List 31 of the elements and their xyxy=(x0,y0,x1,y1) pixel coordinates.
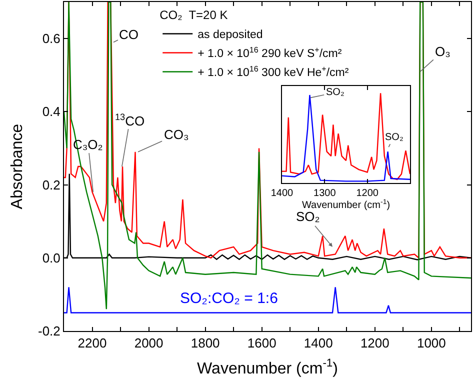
legend-title: CO₂ T=20 K xyxy=(160,8,228,22)
x-tick-label: 1200 xyxy=(356,188,379,199)
y-tick-label: 0.4 xyxy=(42,104,60,120)
annotation: $^{13}$CO xyxy=(115,112,145,128)
y-axis-title: Absorbance xyxy=(9,124,26,210)
annotation: SO₂ xyxy=(385,132,404,143)
annotation: CO₃ xyxy=(164,127,189,142)
annotation: SO₂ xyxy=(296,209,320,224)
x-tick-label: 2200 xyxy=(78,336,107,351)
x-tick-label: 1600 xyxy=(247,336,276,351)
annotation: CO xyxy=(119,27,138,42)
y-tick-label: 0.0 xyxy=(42,250,60,266)
x-axis-title: Wavenumber (cm$^{-1}$) xyxy=(302,199,390,212)
x-tick-label: 1300 xyxy=(314,188,336,199)
x-tick-label: 1000 xyxy=(416,336,446,351)
x-tick-label: 2000 xyxy=(134,336,164,351)
x-tick-label: 1800 xyxy=(190,336,220,351)
x-tick-label: 1400 xyxy=(304,336,333,351)
y-tick-label: 0.2 xyxy=(42,177,60,192)
x-tick-label: 1200 xyxy=(360,336,390,351)
x-axis-title: Wavenumber (cm$^{-1}$) xyxy=(197,358,338,378)
annotation: O₃ xyxy=(435,44,450,59)
y-tick-label: 0.6 xyxy=(42,31,60,46)
legend-label: + 1.0 × 10$^{16}$ 290 keV S$^{+}$/cm² xyxy=(198,45,342,60)
legend-label: + 1.0 × 10$^{16}$ 300 keV He$^{+}$/cm² xyxy=(198,64,349,80)
x-tick-label: 1400 xyxy=(270,188,294,199)
line-series xyxy=(64,2,471,310)
legend-label: as deposited xyxy=(198,29,263,42)
annotation: SO₂ xyxy=(326,87,344,98)
y-tick-label: -0.2 xyxy=(38,324,60,339)
series-label: SO₂:CO₂ = 1:6 xyxy=(180,290,278,307)
